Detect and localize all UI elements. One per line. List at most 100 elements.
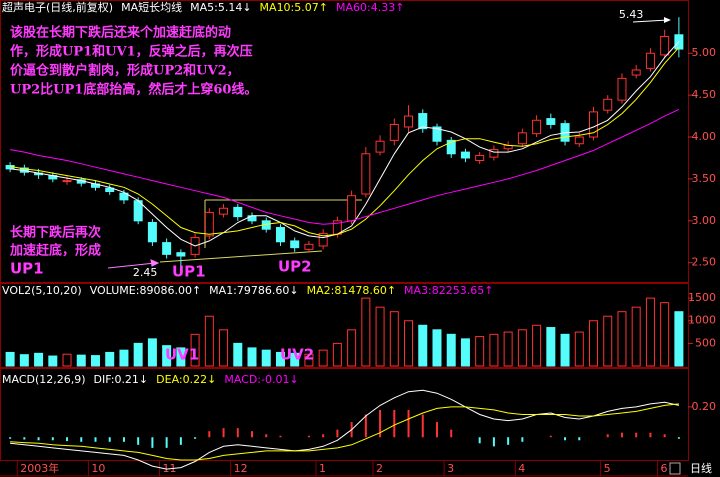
candle-body bbox=[304, 243, 314, 250]
ma-line bbox=[10, 41, 680, 247]
arrowhead bbox=[664, 17, 671, 23]
candle-body bbox=[446, 139, 456, 155]
y-tick-label: 4.00 bbox=[692, 130, 717, 143]
volume-bar bbox=[361, 297, 371, 367]
volume-bar bbox=[574, 331, 584, 367]
volume-bar bbox=[532, 324, 542, 367]
x-tick-label: 6 bbox=[661, 462, 668, 475]
candle-body bbox=[233, 206, 243, 218]
volume-bar bbox=[503, 331, 513, 367]
volume-bar bbox=[147, 338, 157, 367]
volume-bar bbox=[347, 329, 357, 367]
period-box bbox=[669, 462, 681, 475]
candle-body bbox=[532, 119, 542, 135]
annotation-arrows bbox=[107, 17, 671, 269]
dea-line bbox=[10, 403, 679, 461]
x-tick-label: 2 bbox=[376, 462, 383, 475]
volume-bar bbox=[418, 324, 428, 367]
candle-body bbox=[660, 35, 670, 56]
header-text: DIF:0.21↓ bbox=[94, 373, 149, 386]
note-line: 价逼仓到散户割肉，形成UP2和UV2， bbox=[10, 63, 240, 79]
volume-bar bbox=[247, 347, 257, 367]
y-tick-label: 500 bbox=[695, 336, 716, 349]
volume-bar bbox=[446, 333, 456, 367]
volume-bar bbox=[318, 349, 328, 367]
y-tick-label: 3.00 bbox=[692, 214, 717, 227]
volume-bar bbox=[332, 342, 342, 367]
volume-bar bbox=[432, 329, 442, 367]
volume-bar bbox=[176, 347, 186, 367]
volume-bar bbox=[674, 311, 684, 367]
candle-body bbox=[290, 240, 300, 249]
volume-bar bbox=[261, 349, 271, 367]
period-label: 日线 bbox=[690, 461, 712, 475]
volume-frame bbox=[0, 283, 689, 368]
bottom-trend bbox=[159, 250, 323, 263]
pattern-label: UV2 bbox=[280, 346, 314, 364]
volume-bar bbox=[603, 315, 613, 367]
pattern-label: UP1 bbox=[172, 263, 206, 281]
candle-body bbox=[105, 187, 115, 192]
header-text: MA5:5.14↓ bbox=[190, 1, 251, 14]
candle-body bbox=[589, 111, 599, 138]
dif-line bbox=[10, 389, 680, 470]
candle-body bbox=[645, 52, 655, 69]
candle-body bbox=[389, 123, 399, 141]
candle-body bbox=[404, 115, 414, 128]
candle-body bbox=[517, 132, 527, 145]
note-line: 该股在长期下跌后还来个加速赶底的动 bbox=[10, 25, 231, 41]
candle-body bbox=[617, 77, 627, 101]
x-tick-label: 5 bbox=[604, 462, 611, 475]
x-tick-label: 2003年 bbox=[20, 461, 59, 475]
volume-bar bbox=[290, 352, 300, 367]
volume-bar bbox=[34, 352, 44, 367]
pattern-label: UV1 bbox=[165, 346, 199, 364]
side-note-line: 长期下跌后再次 bbox=[10, 225, 101, 241]
candle-body bbox=[247, 215, 257, 222]
pattern-label: UP2 bbox=[278, 258, 312, 276]
ma-line bbox=[10, 47, 680, 237]
ma-line bbox=[10, 108, 680, 225]
volume-bar bbox=[645, 297, 655, 367]
candle-body bbox=[62, 180, 72, 183]
header-text: MACD(12,26,9) bbox=[2, 373, 86, 386]
header-text: 超声电子(日线,前复权) bbox=[2, 0, 113, 14]
candle-body bbox=[475, 154, 485, 161]
header-text: DEA:0.22↓ bbox=[156, 373, 216, 386]
volume-bar bbox=[517, 329, 527, 367]
volume-bar bbox=[375, 306, 385, 367]
header-text: MA1:79786.60↓ bbox=[209, 284, 298, 297]
x-tick-label: 12 bbox=[234, 462, 248, 475]
volume-bar bbox=[560, 333, 570, 367]
price-frame bbox=[0, 0, 689, 283]
volume-bar bbox=[48, 355, 58, 367]
volume-bar bbox=[105, 351, 115, 367]
candle-body bbox=[275, 227, 285, 243]
header-text: MA3:82253.65↑ bbox=[404, 284, 493, 297]
note-line: 作，形成UP1和UV1，反弹之后，再次压 bbox=[10, 44, 253, 60]
high-label: 5.43 bbox=[619, 8, 644, 21]
y-tick-label: 5.00 bbox=[692, 46, 717, 59]
volume-bar bbox=[275, 351, 285, 367]
header-text: MACD:-0.01↓ bbox=[224, 373, 298, 386]
volume-bar bbox=[389, 311, 399, 367]
note-line: UP2比UP1底部抬高，然后才上穿60线。 bbox=[10, 82, 257, 98]
x-tick-label: 3 bbox=[447, 462, 454, 475]
y-tick-label: 1500 bbox=[688, 291, 716, 304]
header-text: MA10:5.07↑ bbox=[260, 1, 328, 14]
side-note-line: 加速赶底，形成 bbox=[9, 243, 101, 259]
volume-bar bbox=[119, 349, 129, 367]
header-text: MA60:4.33↑ bbox=[336, 1, 404, 14]
header-text: MA短长均线 bbox=[121, 0, 182, 14]
arrowhead bbox=[150, 259, 160, 267]
volume-bar bbox=[489, 333, 499, 367]
volume-bar bbox=[631, 306, 641, 367]
candle-body bbox=[375, 140, 385, 153]
volume-bar bbox=[62, 353, 72, 367]
volume-bar bbox=[617, 311, 627, 367]
candle-body bbox=[489, 149, 499, 158]
volume-bar bbox=[546, 327, 556, 367]
header-text: MA2:81478.60↑ bbox=[307, 284, 396, 297]
volume-bar bbox=[133, 342, 143, 367]
